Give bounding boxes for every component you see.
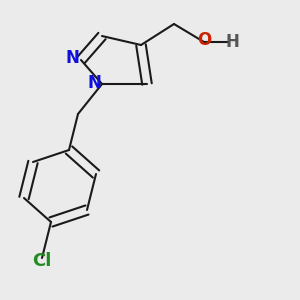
Text: Cl: Cl: [32, 252, 52, 270]
Text: O: O: [197, 31, 211, 49]
Text: N: N: [66, 50, 80, 68]
Text: N: N: [88, 74, 101, 92]
Text: H: H: [226, 33, 239, 51]
